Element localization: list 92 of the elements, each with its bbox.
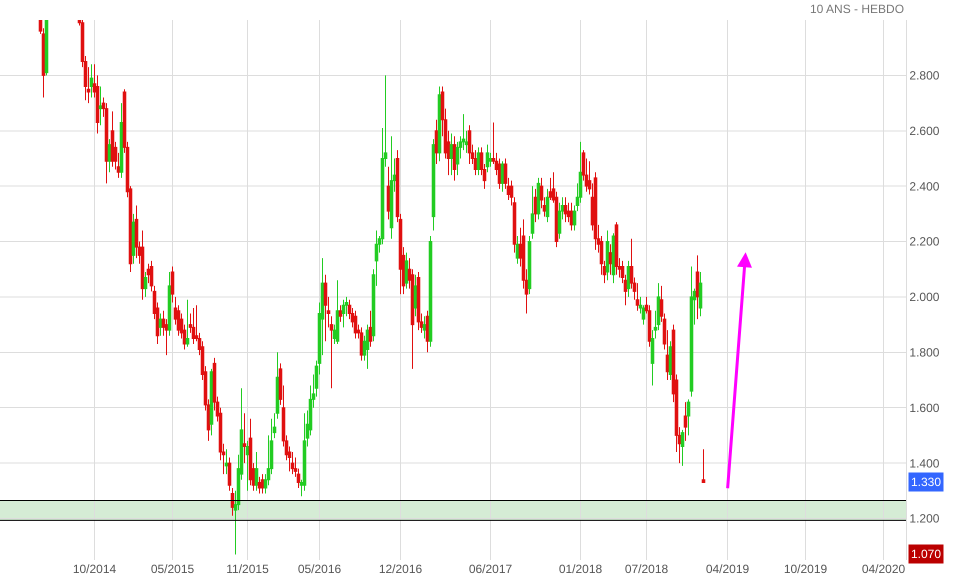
candlestick <box>614 222 618 276</box>
x-tick-label: 06/2017 <box>468 562 513 576</box>
y-tick-label: 2.000 <box>909 290 940 304</box>
candlestick <box>422 316 426 339</box>
x-tick-label: 04/2020 <box>862 562 906 576</box>
candlestick <box>230 488 234 516</box>
candlestick <box>546 188 550 223</box>
candlestick <box>530 186 534 240</box>
candlestick <box>242 412 246 464</box>
candlestick <box>168 272 172 336</box>
candlestick <box>254 452 258 492</box>
candlestick <box>354 310 358 339</box>
candlestick <box>476 146 480 176</box>
candlestick <box>368 310 372 348</box>
candlestick <box>192 308 196 344</box>
x-tick-label: 10/2019 <box>784 562 828 576</box>
candlestick <box>246 440 250 492</box>
candlestick <box>98 86 102 126</box>
candlestick <box>342 299 346 328</box>
candlestick <box>360 326 364 362</box>
candlestick <box>132 213 136 264</box>
candlestick <box>608 244 612 276</box>
candlestick <box>516 236 520 264</box>
candlestick <box>426 310 430 353</box>
y-tick-label: 1.800 <box>909 346 940 360</box>
candlestick <box>120 102 124 178</box>
y-tick-label: 2.600 <box>909 124 940 138</box>
candlestick <box>108 138 112 173</box>
candlestick <box>468 124 472 164</box>
candlestick <box>44 20 48 76</box>
x-tick-label: 10/2014 <box>72 562 117 576</box>
candlestick <box>452 136 456 182</box>
candlestick <box>450 133 454 176</box>
x-tick-label: 12/2016 <box>378 562 423 576</box>
x-tick-label: 01/2018 <box>558 562 603 576</box>
y-tick-label: 2.800 <box>909 68 940 83</box>
candlestick <box>390 136 394 240</box>
candlestick <box>366 324 370 370</box>
candlestick <box>626 260 630 298</box>
candlestick <box>698 272 702 317</box>
candlestick <box>324 274 328 342</box>
candlestick <box>110 110 114 168</box>
candlestick <box>428 236 432 348</box>
candlestick <box>696 254 700 320</box>
candlestick <box>702 448 706 483</box>
x-tick-label: 07/2018 <box>624 562 669 576</box>
y-tick-label: 2.200 <box>909 234 940 249</box>
candlestick <box>228 457 232 492</box>
annotation: 1.070 <box>911 547 942 561</box>
candlestick <box>386 166 390 220</box>
candlestick <box>594 172 598 250</box>
x-tick-label: 05/2015 <box>150 562 195 576</box>
candlestick <box>438 86 442 162</box>
candlestick <box>140 230 144 300</box>
candlestick <box>416 272 420 331</box>
candlestick <box>686 398 690 436</box>
y-tick-label: 2.400 <box>909 179 940 194</box>
candlestick <box>414 274 418 317</box>
candlestick <box>432 138 436 231</box>
candlestick <box>528 236 532 295</box>
candlestick <box>612 232 616 284</box>
candlestick <box>434 119 438 164</box>
candlestick <box>144 272 148 298</box>
candlestick <box>536 177 540 220</box>
chart-subtitle: 10 ANS - HEBDO <box>810 2 904 16</box>
candlestick <box>170 266 174 303</box>
x-tick-label: 04/2019 <box>706 562 750 576</box>
x-tick-label: 05/2016 <box>298 562 342 576</box>
candlestick <box>90 64 94 98</box>
candlestick <box>564 196 568 223</box>
candlestick <box>680 429 684 466</box>
y-tick-label: 1.400 <box>909 456 940 470</box>
annotation: 1.330 <box>911 475 942 489</box>
y-tick-label: 1.600 <box>909 400 940 415</box>
candlestick <box>260 474 264 494</box>
candlestick <box>690 266 694 398</box>
candlestick <box>338 304 342 322</box>
candlestick <box>684 402 688 442</box>
candlestick <box>158 313 162 336</box>
candlestick <box>336 280 340 344</box>
candlestick <box>534 188 538 223</box>
candlestick <box>404 252 408 290</box>
candlestick <box>210 368 214 436</box>
candlestick <box>570 202 574 231</box>
candlestick <box>258 476 262 494</box>
candlestick <box>606 230 610 281</box>
candlestick <box>500 160 504 192</box>
candlestick <box>224 448 228 475</box>
candlestick <box>486 144 490 173</box>
x-tick-label: 11/2015 <box>226 562 270 576</box>
y-tick-label: 1.200 <box>909 512 940 526</box>
candlestick <box>186 299 190 348</box>
